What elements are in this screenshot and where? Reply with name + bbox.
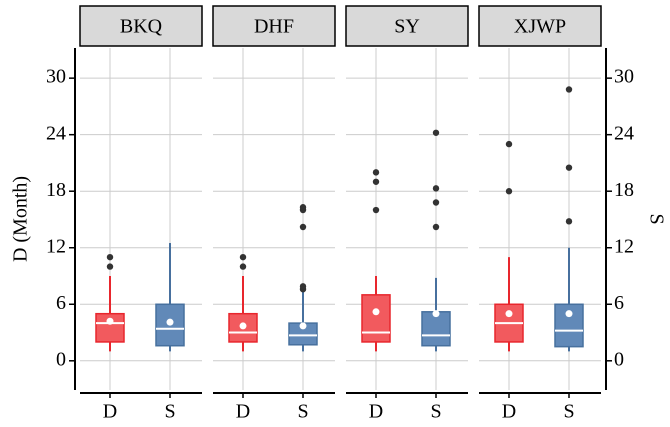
y2-axis-label: S [645, 213, 667, 224]
x-tick-label: S [430, 401, 441, 423]
y2-tick-label: 0 [614, 348, 624, 370]
x-tick-label: D [369, 401, 383, 423]
facet-title: SY [394, 16, 420, 38]
strip [212, 5, 336, 47]
y-tick-label: 6 [56, 292, 66, 314]
box [421, 311, 451, 347]
mean [299, 322, 307, 330]
mean [239, 322, 247, 330]
outlier [239, 263, 247, 270]
outlier [432, 199, 440, 206]
x-tick-label: S [297, 401, 308, 423]
outlier [299, 223, 307, 231]
y-tick-label: 30 [46, 66, 66, 88]
outlier [432, 129, 440, 136]
outlier [432, 223, 440, 231]
x-tick-label: D [502, 401, 516, 423]
outlier [505, 140, 513, 148]
mean [372, 308, 380, 316]
outlier [299, 204, 307, 211]
facet-title: XJWP [514, 16, 566, 38]
y2-tick-label: 18 [614, 179, 634, 201]
outlier [106, 253, 114, 261]
y-tick-label: 24 [46, 122, 66, 144]
x-tick-label: S [164, 401, 175, 423]
strip [478, 5, 602, 47]
x-tick-label: S [563, 401, 574, 423]
outlier [372, 206, 380, 214]
y2-tick-label: 12 [614, 235, 634, 257]
outlier [239, 253, 247, 261]
mean [505, 310, 513, 318]
facet-title: DHF [254, 16, 294, 38]
mean [106, 317, 114, 325]
box [361, 294, 391, 343]
outlier [372, 169, 380, 176]
outlier [432, 185, 440, 192]
outlier [106, 263, 114, 270]
mean [432, 310, 440, 318]
outlier [299, 283, 307, 290]
y2-tick-label: 24 [614, 122, 634, 144]
x-tick-label: D [103, 401, 117, 423]
strip [345, 5, 469, 47]
outlier [505, 188, 513, 195]
facet-title: BKQ [120, 16, 163, 38]
y-tick-label: 0 [56, 348, 66, 370]
mean [166, 318, 174, 326]
y-tick-label: 18 [46, 179, 66, 201]
outlier [372, 178, 380, 185]
y-axis-label: D (Month) [10, 176, 32, 262]
y-tick-label: 12 [46, 235, 66, 257]
strip [79, 5, 203, 47]
y2-tick-label: 30 [614, 66, 634, 88]
y2-tick-label: 6 [614, 292, 624, 314]
outlier [565, 164, 573, 171]
outlier [565, 218, 573, 225]
x-tick-label: D [236, 401, 250, 423]
mean [565, 310, 573, 318]
outlier [565, 86, 573, 93]
